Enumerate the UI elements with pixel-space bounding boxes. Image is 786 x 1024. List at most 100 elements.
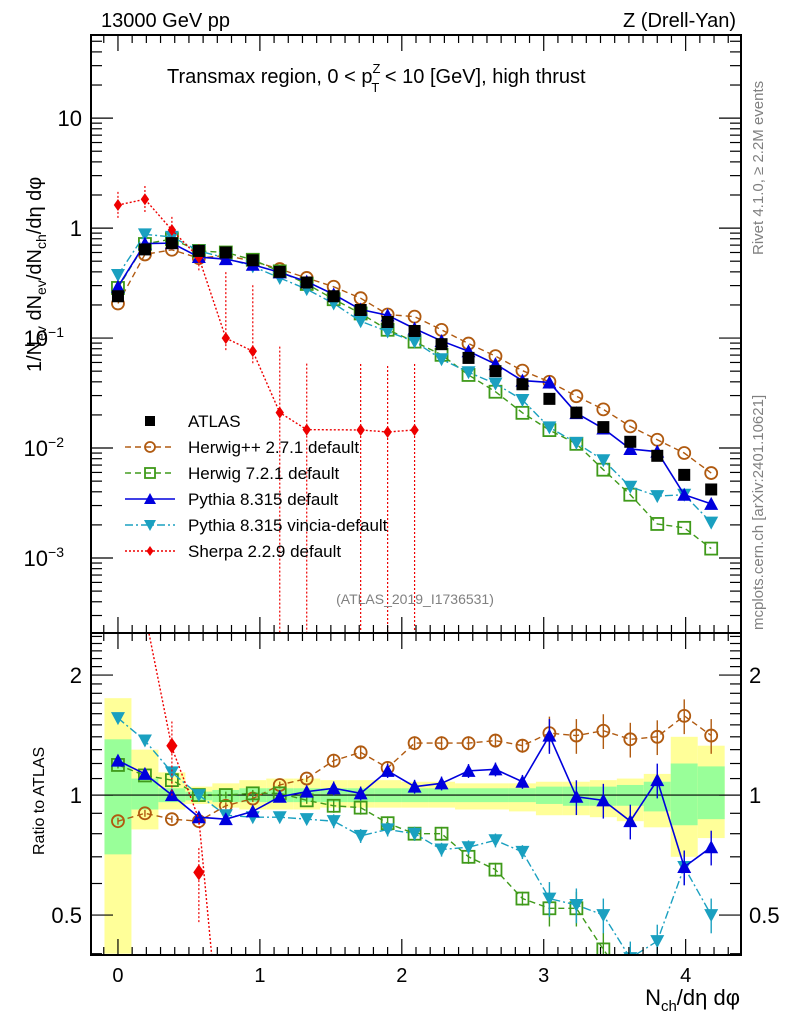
plot-title: Transmax region, 0 < pZ T < 10 [GeV], hig… (167, 61, 586, 95)
ratio-point (326, 753, 341, 768)
legend-item: Sherpa 2.2.9 default (125, 542, 341, 561)
legend-item: Pythia 8.315 default (125, 490, 339, 509)
ratio-point (704, 840, 719, 854)
legend-marker (144, 493, 156, 504)
ratio-point (245, 804, 260, 818)
data-point (383, 425, 392, 438)
ratio-point (299, 813, 314, 827)
data-point (302, 423, 311, 436)
data-point (488, 377, 503, 391)
ratio-point (110, 712, 125, 726)
data-point (677, 520, 692, 535)
data-point (165, 237, 178, 250)
y-tick-label-exp: −1 (48, 324, 64, 340)
plot-title-tail: < 10 [GeV], high thrust (379, 66, 586, 88)
y-tick-label-base: 10 (24, 436, 48, 461)
y-tick-label-exp: −2 (48, 434, 64, 450)
data-point (381, 315, 394, 328)
data-point (650, 517, 665, 531)
data-point (570, 406, 583, 419)
data-point (354, 303, 367, 316)
data-point (569, 436, 584, 450)
ratio-y-axis-label: Ratio to ATLAS (31, 747, 48, 855)
ratio-point (434, 776, 449, 790)
plot-title-main: Transmax region, 0 < p (167, 66, 372, 88)
ratio-series-sherpa (148, 633, 213, 955)
data-point (624, 435, 637, 448)
y-tick-label-right: 1 (749, 783, 761, 808)
ratio-point (623, 732, 638, 747)
ratio-point (326, 798, 341, 813)
ratio-point (434, 843, 449, 857)
legend-item: Pythia 8.315 vincia-default (125, 516, 388, 535)
legend-label: Herwig++ 2.7.1 default (188, 438, 359, 457)
data-point (596, 402, 611, 417)
data-point (221, 332, 231, 345)
ratio-point (380, 823, 395, 837)
ratio-point (434, 736, 449, 751)
ylabel-part3: /dN (24, 249, 46, 280)
plot-title-sup: Z (372, 61, 380, 76)
data-point (704, 541, 719, 556)
ratio-point (353, 786, 368, 800)
data-point (677, 487, 692, 501)
x-tick-label: 0 (112, 965, 123, 987)
data-point (138, 243, 151, 256)
legend-label: ATLAS (188, 412, 241, 431)
data-point (353, 315, 368, 329)
legend: ATLAS Herwig++ 2.7.1 default Herwig 7.2.1 … (125, 412, 388, 561)
series-line (117, 198, 415, 433)
data-point (623, 419, 638, 434)
data-point (194, 251, 204, 264)
ratio-point (515, 891, 530, 906)
ylabel-part4: /dη dφ (24, 177, 46, 234)
ratio-point (299, 784, 314, 798)
ratio-point (166, 737, 178, 754)
stat-uncertainty-band (670, 763, 698, 826)
data-point (623, 441, 638, 455)
rivet-label: Rivet 4.1.0, ≥ 2.2M events (750, 81, 767, 255)
analysis-watermark: (ATLAS_2019_I1736531) (336, 591, 494, 607)
stat-uncertainty-band (697, 766, 725, 820)
data-point (516, 378, 529, 391)
legend-marker (144, 467, 156, 479)
ratio-point (677, 708, 692, 723)
data-point (704, 496, 719, 510)
ratio-point (434, 826, 449, 841)
ratio-series-pythia-8-315-vincia-default (110, 712, 719, 955)
data-point (275, 406, 284, 419)
series-sherpa-2-2-9-default (113, 186, 419, 633)
y-tick-label-base: 10 (24, 326, 48, 351)
ratio-point (272, 789, 287, 803)
ratio-point (110, 753, 125, 767)
x-tick-label: 3 (538, 965, 549, 987)
data-point (167, 224, 177, 237)
y-tick-label: 10−2 (24, 434, 65, 461)
ratio-point (650, 729, 665, 744)
ratio-point (299, 771, 314, 786)
ylabel-part2: dN (24, 295, 46, 326)
series-atlas (111, 237, 718, 496)
data-point (246, 254, 259, 267)
ratio-point (326, 781, 341, 795)
y-tick-label: 10 (58, 106, 82, 131)
data-point (515, 393, 530, 407)
ylabel-sub-ch: ch (33, 234, 49, 249)
ratio-point (164, 812, 179, 827)
data-point (137, 228, 152, 242)
ratio-point (272, 811, 287, 825)
ratio-point (623, 814, 638, 828)
data-point (110, 279, 125, 293)
y-tick-label: 1 (70, 783, 82, 808)
ratio-point (137, 766, 152, 780)
y-tick-label: 0.5 (51, 903, 82, 928)
ratio-point (138, 806, 152, 821)
x-axis-label: Nch/dη dφ (645, 985, 740, 1015)
data-point (327, 290, 340, 303)
ratio-series-layer (110, 633, 719, 955)
ratio-point (407, 827, 422, 841)
ratio-point (407, 779, 422, 793)
y-tick-label: 2 (70, 663, 82, 688)
data-point (111, 290, 124, 303)
